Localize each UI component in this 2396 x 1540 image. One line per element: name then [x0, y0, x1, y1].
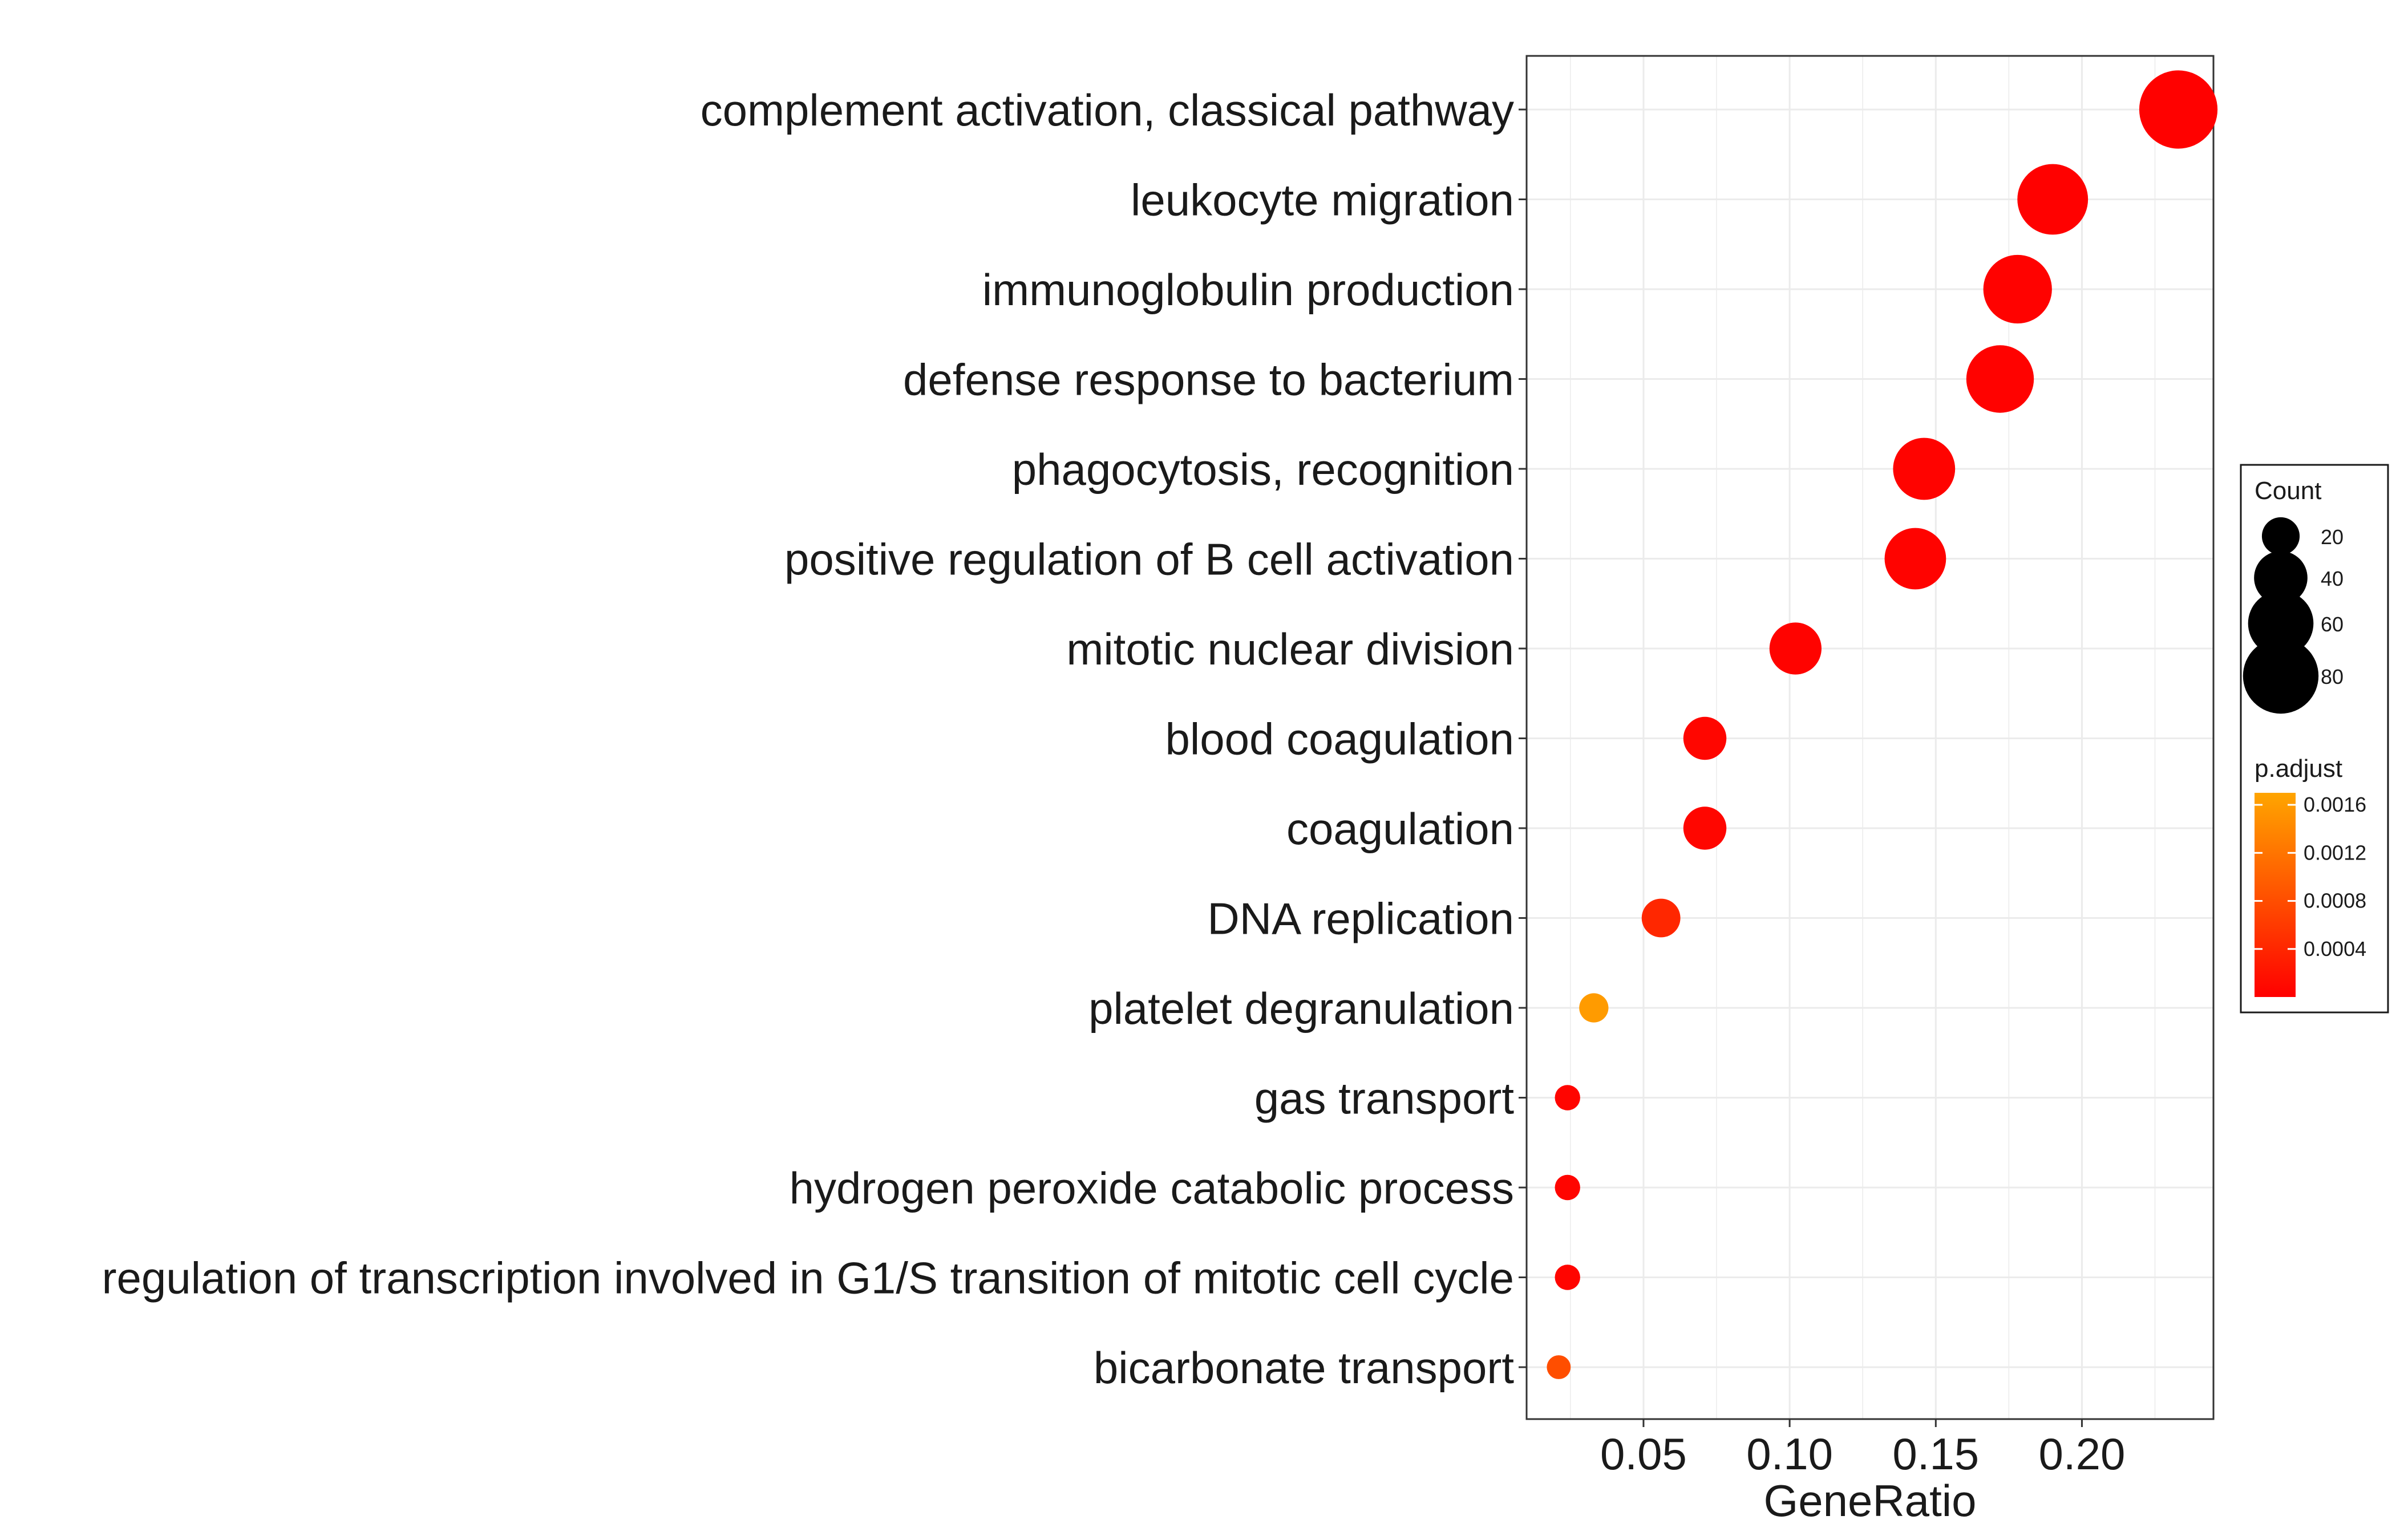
legend-count-dot — [2248, 590, 2314, 656]
data-point — [1884, 528, 1946, 590]
legend-count-dot — [2243, 638, 2319, 714]
y-tick-label: DNA replication — [1207, 894, 1514, 944]
legend-colorbar-label: 0.0016 — [2304, 793, 2366, 816]
data-point — [1555, 1174, 1580, 1201]
data-point — [1769, 622, 1822, 675]
legend-colorbar-ticks: 0.0016 0.0012 0.0008 0.0004 — [2255, 793, 2366, 961]
y-tick-label: defense response to bacterium — [903, 355, 1514, 405]
legend-colorbar-label: 0.0008 — [2304, 889, 2366, 913]
data-points — [1547, 70, 2218, 1379]
data-point — [2139, 70, 2218, 149]
data-point — [1983, 254, 2052, 324]
data-point — [1555, 1085, 1580, 1111]
y-tick-label: coagulation — [1286, 804, 1514, 854]
y-tick-label: phagocytosis, recognition — [1012, 444, 1514, 495]
x-axis-title: GeneRatio — [1764, 1476, 1977, 1526]
legend-count-dot — [2261, 517, 2300, 556]
legend-colorbar-label: 0.0012 — [2304, 841, 2366, 864]
legend-count-label: 80 — [2321, 665, 2344, 688]
data-point — [1683, 716, 1727, 760]
legend-count-label: 60 — [2321, 613, 2344, 636]
x-tick-label: 0.15 — [1892, 1429, 1979, 1479]
data-point — [1641, 898, 1681, 938]
data-point — [1893, 437, 1956, 500]
y-tick-label: blood coagulation — [1165, 714, 1514, 764]
data-point — [1547, 1355, 1571, 1379]
y-tick-label: platelet degranulation — [1088, 983, 1514, 1034]
x-tick-label: 0.05 — [1600, 1429, 1687, 1479]
data-point — [1555, 1265, 1580, 1290]
legend-count-label: 40 — [2321, 567, 2344, 590]
x-axis: 0.05 0.10 0.15 0.20 — [1600, 1419, 2125, 1479]
legend-padj-title: p.adjust — [2255, 755, 2342, 783]
legend-colorbar-label: 0.0004 — [2304, 937, 2366, 961]
y-tick-label: complement activation, classical pathway — [701, 85, 1514, 135]
legend-count-dot — [2254, 551, 2308, 605]
y-tick-label: immunoglobulin production — [982, 265, 1514, 315]
y-tick-label: bicarbonate transport — [1094, 1343, 1514, 1393]
y-tick-label: leukocyte migration — [1131, 175, 1514, 225]
y-tick-label: hydrogen peroxide catabolic process — [790, 1163, 1514, 1213]
legend-count-items: 20 40 60 80 — [2243, 517, 2344, 714]
data-point — [1966, 345, 2034, 413]
legend-colorbar — [2255, 793, 2296, 997]
y-tick-label: regulation of transcription involved in … — [102, 1253, 1514, 1303]
y-tick-label: positive regulation of B cell activation — [784, 534, 1514, 585]
grid-lines — [1527, 56, 2213, 1419]
data-point — [1683, 807, 1727, 850]
legend-count-label: 20 — [2321, 525, 2344, 549]
data-point — [1579, 993, 1609, 1023]
x-tick-label: 0.20 — [2039, 1429, 2126, 1479]
y-tick-label: gas transport — [1254, 1073, 1515, 1124]
x-tick-label: 0.10 — [1746, 1429, 1833, 1479]
y-axis: complement activation, classical pathway… — [102, 85, 1527, 1393]
legend-count-title: Count — [2255, 477, 2321, 505]
y-tick-label: mitotic nuclear division — [1066, 624, 1514, 674]
data-point — [2017, 164, 2089, 235]
